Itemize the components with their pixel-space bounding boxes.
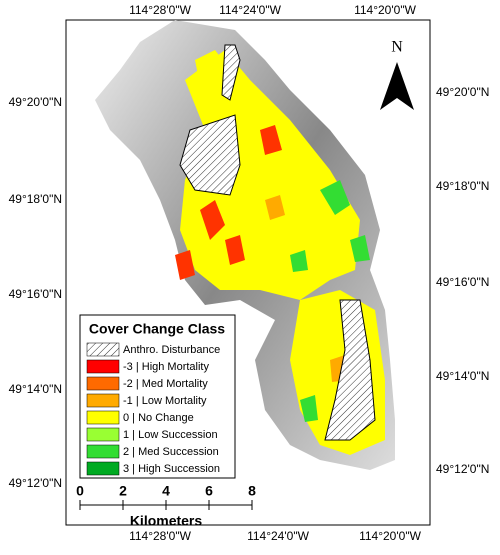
legend-label: 2 | Med Succession (123, 446, 219, 458)
bottom-label: 114°24'0"W (247, 529, 310, 543)
legend-swatch (86, 342, 120, 357)
legend-swatch (86, 427, 120, 442)
legend-label: -2 | Med Mortality (123, 378, 208, 390)
left-label: 49°16'0"N (9, 287, 62, 301)
scale-label: 8 (248, 483, 256, 499)
scale-bar: 0 2 4 6 8 (76, 483, 256, 510)
top-label: 114°28'0"W (129, 3, 192, 17)
left-label: 49°20'0"N (9, 95, 62, 109)
legend-label: 3 | High Succession (123, 463, 220, 475)
right-label: 49°18'0"N (436, 179, 489, 193)
legend-label: -1 | Low Mortality (123, 395, 207, 407)
right-label: 49°16'0"N (436, 275, 489, 289)
legend-swatch (86, 410, 120, 425)
legend-label: Anthro. Disturbance (123, 344, 220, 356)
legend-items: Anthro. Disturbance -3 | High Mortality -2… (86, 342, 220, 476)
right-label: 49°12'0"N (436, 462, 489, 476)
legend-swatch (86, 376, 120, 391)
bottom-label: 114°28'0"W (129, 529, 192, 543)
north-label: N (391, 39, 403, 56)
legend-label: 0 | No Change (123, 412, 194, 424)
scale-unit: Kilometers (130, 513, 203, 529)
legend-swatch (86, 359, 120, 374)
scale-label: 6 (205, 483, 213, 499)
bottom-label: 114°20'0"W (359, 529, 422, 543)
legend-swatch (86, 444, 120, 459)
legend-label: -3 | High Mortality (123, 361, 209, 373)
coordinate-labels: 114°28'0"W 114°24'0"W 114°20'0"W 114°28'0"W… (9, 3, 490, 543)
legend-title: Cover Change Class (89, 321, 225, 337)
top-label: 114°20'0"W (354, 3, 417, 17)
terrain (95, 20, 395, 470)
legend-label: 1 | Low Succession (123, 429, 218, 441)
legend-swatch (86, 393, 120, 408)
north-arrow (380, 62, 414, 110)
legend-swatch (86, 461, 120, 476)
scale-label: 0 (76, 483, 84, 499)
scale-label: 2 (119, 483, 127, 499)
scale-label: 4 (162, 483, 170, 499)
left-label: 49°18'0"N (9, 192, 62, 206)
right-label: 49°20'0"N (436, 85, 489, 99)
top-label: 114°24'0"W (219, 3, 282, 17)
left-label: 49°14'0"N (9, 382, 62, 396)
right-label: 49°14'0"N (436, 369, 489, 383)
left-label: 49°12'0"N (9, 476, 62, 490)
